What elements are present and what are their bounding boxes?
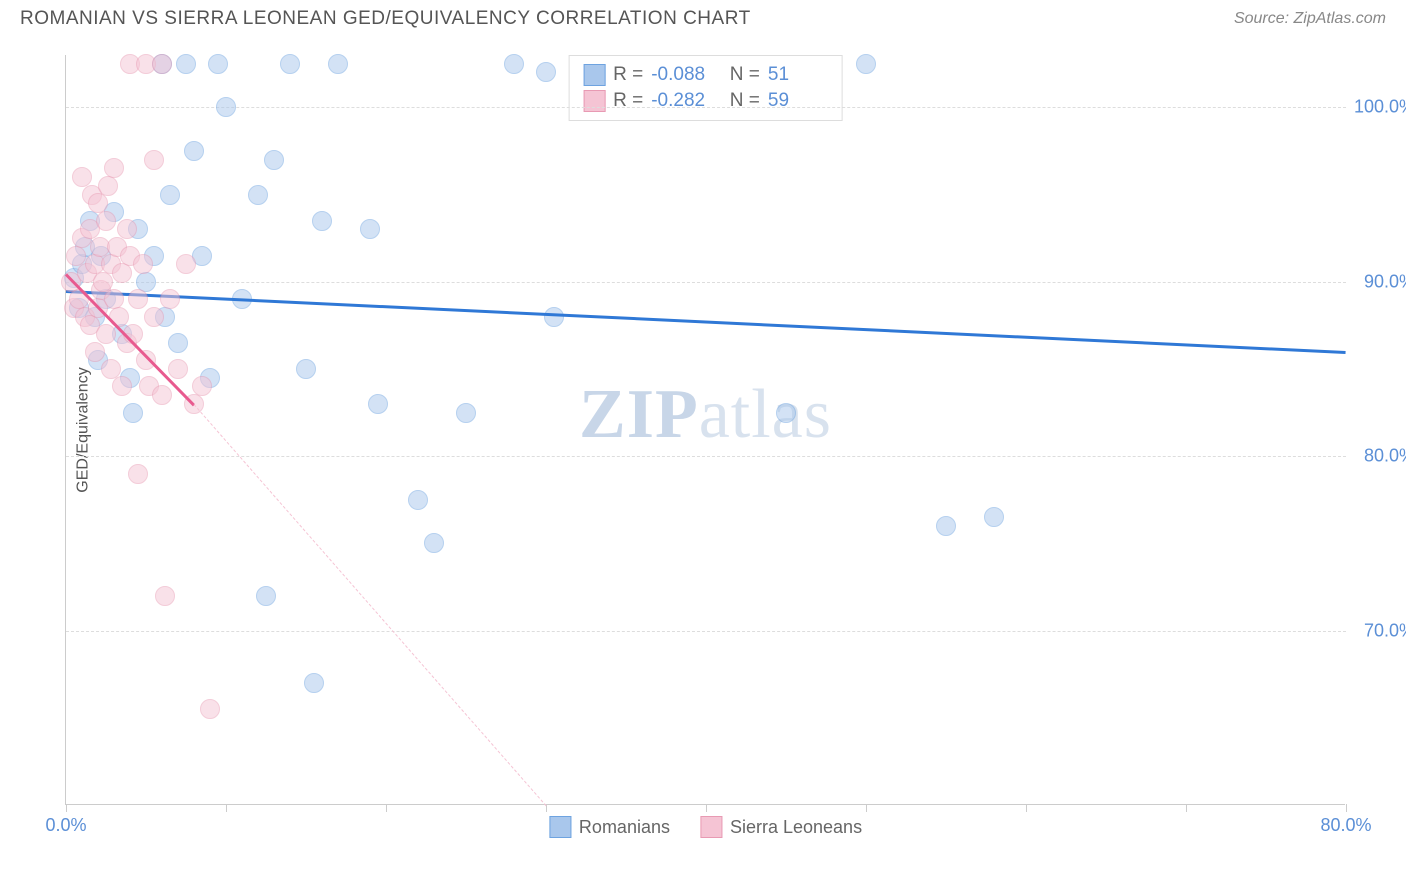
source-label: Source: ZipAtlas.com	[1234, 10, 1386, 28]
data-point	[304, 673, 324, 693]
data-point	[280, 54, 300, 74]
data-point	[424, 533, 444, 553]
gridline	[66, 631, 1346, 632]
data-point	[184, 141, 204, 161]
data-point	[776, 403, 796, 423]
x-tick-label: 0.0%	[45, 815, 86, 836]
legend-swatch	[700, 816, 722, 838]
data-point	[984, 507, 1004, 527]
data-point	[408, 490, 428, 510]
y-tick-label: 90.0%	[1364, 271, 1406, 292]
chart-plot-area: GED/Equivalency ZIPatlas R = -0.088 N = …	[65, 55, 1345, 805]
data-point	[368, 394, 388, 414]
stat-r-value: -0.282	[651, 90, 711, 112]
data-point	[128, 289, 148, 309]
data-point	[96, 211, 116, 231]
x-tick	[1026, 804, 1027, 812]
x-tick	[706, 804, 707, 812]
data-point	[168, 359, 188, 379]
data-point	[312, 211, 332, 231]
legend-item: Sierra Leoneans	[700, 816, 862, 838]
x-tick	[386, 804, 387, 812]
data-point	[208, 54, 228, 74]
y-tick-label: 70.0%	[1364, 620, 1406, 641]
data-point	[264, 150, 284, 170]
stat-n-value: 51	[768, 64, 828, 86]
data-point	[133, 254, 153, 274]
data-point	[856, 54, 876, 74]
trend-line	[66, 290, 1346, 354]
stat-r-label: R =	[613, 90, 643, 112]
series-swatch	[583, 64, 605, 86]
x-tick	[1186, 804, 1187, 812]
data-point	[176, 254, 196, 274]
data-point	[128, 464, 148, 484]
legend: Romanians Sierra Leoneans	[549, 816, 862, 838]
legend-item: Romanians	[549, 816, 670, 838]
data-point	[155, 586, 175, 606]
stats-row: R = -0.282 N = 59	[583, 88, 828, 114]
data-point	[98, 176, 118, 196]
data-point	[144, 307, 164, 327]
y-tick-label: 80.0%	[1364, 446, 1406, 467]
data-point	[504, 54, 524, 74]
chart-title: ROMANIAN VS SIERRA LEONEAN GED/EQUIVALEN…	[20, 8, 751, 30]
data-point	[152, 385, 172, 405]
data-point	[112, 376, 132, 396]
data-point	[536, 62, 556, 82]
data-point	[248, 185, 268, 205]
y-tick-label: 100.0%	[1354, 97, 1406, 118]
stat-n-label: N =	[719, 64, 760, 86]
x-tick	[226, 804, 227, 812]
data-point	[216, 97, 236, 117]
data-point	[168, 333, 188, 353]
data-point	[85, 342, 105, 362]
data-point	[96, 324, 116, 344]
stat-r-label: R =	[613, 64, 643, 86]
legend-label: Sierra Leoneans	[730, 817, 862, 838]
stats-box: R = -0.088 N = 51R = -0.282 N = 59	[568, 55, 843, 121]
data-point	[176, 54, 196, 74]
gridline	[66, 456, 1346, 457]
data-point	[456, 403, 476, 423]
x-tick	[1346, 804, 1347, 812]
data-point	[152, 54, 172, 74]
gridline	[66, 282, 1346, 283]
legend-swatch	[549, 816, 571, 838]
trend-line	[194, 404, 547, 806]
data-point	[296, 359, 316, 379]
data-point	[200, 699, 220, 719]
data-point	[144, 150, 164, 170]
data-point	[160, 289, 180, 309]
data-point	[160, 185, 180, 205]
data-point	[104, 158, 124, 178]
header: ROMANIAN VS SIERRA LEONEAN GED/EQUIVALEN…	[0, 0, 1406, 34]
stat-n-label: N =	[719, 90, 760, 112]
x-tick	[866, 804, 867, 812]
stat-r-value: -0.088	[651, 64, 711, 86]
data-point	[328, 54, 348, 74]
legend-label: Romanians	[579, 817, 670, 838]
gridline	[66, 107, 1346, 108]
stat-n-value: 59	[768, 90, 828, 112]
data-point	[256, 586, 276, 606]
data-point	[117, 219, 137, 239]
series-swatch	[583, 90, 605, 112]
data-point	[123, 403, 143, 423]
x-tick	[66, 804, 67, 812]
data-point	[360, 219, 380, 239]
y-axis-label: GED/Equivalency	[75, 367, 93, 492]
data-point	[192, 376, 212, 396]
x-tick-label: 80.0%	[1320, 815, 1371, 836]
data-point	[112, 263, 132, 283]
data-point	[936, 516, 956, 536]
stats-row: R = -0.088 N = 51	[583, 62, 828, 88]
